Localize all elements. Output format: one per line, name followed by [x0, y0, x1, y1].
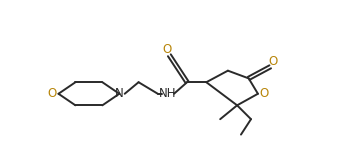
Text: O: O [162, 43, 172, 56]
Text: O: O [48, 87, 57, 100]
Text: O: O [259, 87, 269, 100]
Text: O: O [269, 55, 278, 68]
Text: N: N [115, 87, 124, 100]
Text: NH: NH [159, 87, 176, 100]
